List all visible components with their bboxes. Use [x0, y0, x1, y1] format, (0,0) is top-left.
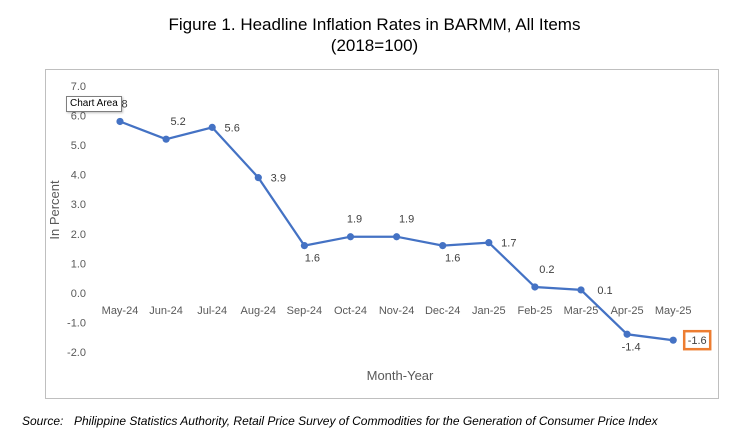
data-point[interactable]: [208, 123, 216, 131]
data-label: 1.9: [399, 214, 414, 226]
highlight-box: [682, 329, 712, 351]
chart-title-line2: (2018=100): [330, 36, 419, 55]
data-point[interactable]: [531, 283, 539, 291]
data-label: -1.6: [688, 335, 707, 347]
data-point[interactable]: [162, 135, 170, 143]
x-tick-label: Apr-25: [611, 305, 644, 317]
data-label: 1.6: [445, 253, 460, 265]
source-label: Source:: [22, 414, 64, 428]
data-label: 5.6: [225, 122, 240, 134]
x-tick-label: Jul-24: [197, 305, 227, 317]
x-tick-label: Aug-24: [241, 305, 276, 317]
x-tick-label: May-24: [102, 305, 139, 317]
data-point[interactable]: [623, 330, 631, 338]
chart-area[interactable]: [45, 69, 719, 399]
x-tick-label: Jan-25: [472, 305, 506, 317]
y-axis-label: In Percent: [47, 180, 62, 240]
data-label: 0.1: [597, 285, 612, 297]
source-note: Source: Philippine Statistics Authority, …: [22, 414, 658, 428]
chart-area-tooltip: Chart Area: [66, 96, 122, 112]
data-point[interactable]: [485, 239, 493, 247]
data-label: 5.2: [170, 116, 185, 128]
data-point[interactable]: [346, 233, 355, 241]
x-tick-label: Oct-24: [334, 305, 367, 317]
data-label: -1.4: [622, 341, 641, 353]
y-tick-label: 1.0: [71, 258, 86, 270]
x-tick-label: Sep-24: [287, 305, 322, 317]
chart-title: Figure 1. Headline Inflation Rates in BA…: [0, 14, 749, 56]
y-tick-label: 4.0: [71, 170, 86, 182]
data-label: 3.9: [271, 173, 286, 185]
y-tick-label: -1.0: [67, 317, 86, 329]
data-label: 0.2: [539, 264, 554, 276]
data-point[interactable]: [300, 242, 308, 250]
chart-title-line1: Figure 1. Headline Inflation Rates in BA…: [168, 15, 581, 34]
y-tick-label: 0.0: [71, 288, 86, 300]
data-label: 1.9: [347, 214, 362, 226]
y-tick-label: -2.0: [67, 347, 86, 359]
data-point[interactable]: [577, 286, 585, 294]
data-point[interactable]: [254, 174, 262, 182]
x-tick-label: Feb-25: [517, 305, 552, 317]
data-label: 1.6: [305, 253, 320, 265]
y-tick-label: 2.0: [71, 229, 86, 241]
x-tick-label: Nov-24: [379, 305, 414, 317]
data-point[interactable]: [669, 336, 677, 344]
x-tick-label: Mar-25: [564, 305, 599, 317]
x-tick-label: May-25: [655, 305, 692, 317]
data-point[interactable]: [439, 242, 447, 250]
data-point[interactable]: [393, 233, 401, 241]
source-text: Philippine Statistics Authority, Retail …: [74, 414, 658, 428]
y-tick-label: 5.0: [71, 140, 86, 152]
data-point[interactable]: [116, 117, 124, 126]
y-tick-label: 6.0: [71, 111, 86, 123]
y-tick-label: 7.0: [71, 81, 86, 93]
data-label: 1.7: [501, 238, 516, 250]
x-tick-label: Dec-24: [425, 305, 460, 317]
y-tick-label: 3.0: [71, 199, 86, 211]
x-axis-label: Month-Year: [367, 368, 434, 383]
x-tick-label: Jun-24: [149, 305, 183, 317]
